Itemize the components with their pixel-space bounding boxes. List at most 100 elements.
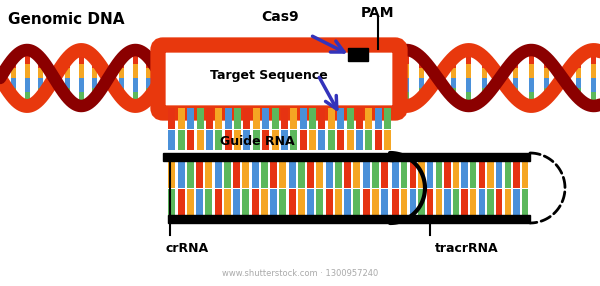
Bar: [290, 130, 298, 150]
Bar: [529, 64, 534, 78]
Bar: [482, 78, 487, 88]
Bar: [544, 68, 550, 78]
Text: PAM: PAM: [361, 6, 395, 20]
Bar: [388, 88, 393, 98]
Bar: [390, 215, 530, 223]
Bar: [374, 108, 382, 128]
Bar: [65, 78, 70, 88]
Bar: [244, 130, 250, 150]
Bar: [119, 78, 124, 88]
Bar: [575, 88, 581, 98]
Bar: [388, 68, 393, 78]
Bar: [251, 161, 259, 188]
Bar: [92, 68, 97, 78]
Bar: [169, 108, 175, 128]
Bar: [79, 64, 84, 78]
Bar: [307, 188, 314, 215]
Bar: [205, 161, 212, 188]
Bar: [25, 92, 29, 106]
Bar: [374, 130, 382, 150]
Bar: [242, 161, 250, 188]
Bar: [404, 50, 409, 64]
Bar: [169, 161, 175, 188]
Bar: [362, 188, 370, 215]
Bar: [244, 108, 250, 128]
Bar: [178, 108, 185, 128]
Bar: [487, 188, 494, 215]
Bar: [513, 188, 520, 215]
Bar: [38, 88, 43, 98]
Bar: [133, 64, 138, 78]
Text: Cas9: Cas9: [261, 10, 299, 24]
Bar: [224, 161, 231, 188]
Bar: [505, 188, 511, 215]
Bar: [261, 161, 268, 188]
Bar: [187, 92, 192, 106]
Bar: [344, 188, 351, 215]
Bar: [418, 188, 425, 215]
Bar: [168, 215, 390, 223]
Bar: [133, 92, 138, 106]
Bar: [215, 108, 223, 128]
Bar: [163, 153, 393, 161]
Bar: [79, 78, 84, 92]
Bar: [299, 130, 307, 150]
Text: www.shutterstock.com · 1300957240: www.shutterstock.com · 1300957240: [222, 269, 378, 278]
Bar: [479, 161, 485, 188]
Bar: [25, 64, 29, 78]
Bar: [427, 188, 433, 215]
Bar: [187, 188, 194, 215]
Bar: [444, 161, 451, 188]
Bar: [451, 68, 455, 78]
Bar: [466, 64, 471, 78]
Bar: [461, 188, 468, 215]
Bar: [187, 78, 192, 92]
Bar: [529, 50, 534, 64]
Bar: [119, 88, 124, 98]
Bar: [280, 188, 286, 215]
Bar: [261, 188, 268, 215]
Bar: [187, 50, 192, 64]
Bar: [344, 161, 351, 188]
Bar: [187, 108, 194, 128]
Bar: [347, 130, 353, 150]
Bar: [466, 50, 471, 64]
Bar: [133, 50, 138, 64]
Bar: [401, 188, 407, 215]
Bar: [513, 78, 518, 88]
Bar: [513, 161, 520, 188]
Bar: [348, 48, 368, 61]
Bar: [575, 68, 581, 78]
Bar: [307, 161, 314, 188]
Bar: [362, 161, 370, 188]
Bar: [79, 50, 84, 64]
Bar: [496, 161, 502, 188]
Bar: [419, 88, 424, 98]
Bar: [451, 78, 455, 88]
Bar: [119, 58, 124, 68]
Bar: [384, 108, 391, 128]
Bar: [65, 88, 70, 98]
Bar: [187, 130, 194, 150]
Bar: [347, 108, 353, 128]
Bar: [289, 188, 296, 215]
Bar: [242, 188, 250, 215]
Bar: [224, 108, 232, 128]
Bar: [326, 188, 332, 215]
Bar: [591, 64, 596, 78]
Bar: [316, 161, 323, 188]
Bar: [513, 68, 518, 78]
Bar: [215, 161, 221, 188]
Bar: [337, 130, 344, 150]
Bar: [404, 92, 409, 106]
Bar: [11, 78, 16, 88]
Bar: [38, 78, 43, 88]
Bar: [65, 68, 70, 78]
Bar: [38, 58, 43, 68]
Bar: [418, 161, 425, 188]
Bar: [381, 161, 388, 188]
Bar: [187, 64, 192, 78]
Bar: [173, 88, 179, 98]
Bar: [234, 108, 241, 128]
Bar: [404, 78, 409, 92]
